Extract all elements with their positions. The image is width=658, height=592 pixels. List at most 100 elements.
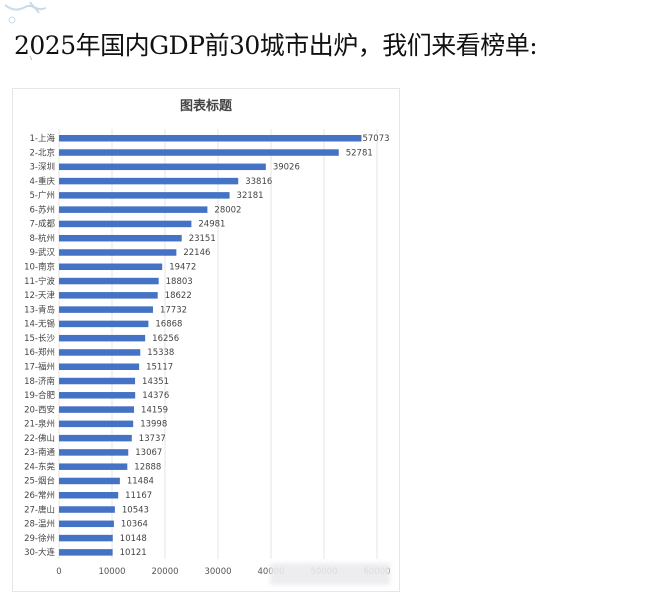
category-label: 19-合肥 <box>24 390 55 401</box>
data-label: 23151 <box>189 234 216 244</box>
data-label: 10148 <box>120 534 147 544</box>
chart-image: 图表标题01000020000300004000050000600001-上海5… <box>12 88 400 592</box>
data-label: 33816 <box>245 177 272 187</box>
category-label: 24-东莞 <box>24 461 55 472</box>
bar <box>59 534 113 542</box>
data-label: 18803 <box>166 277 193 287</box>
bar <box>59 320 149 328</box>
data-label: 19472 <box>169 263 196 273</box>
category-label: 10-南京 <box>24 262 55 273</box>
data-label: 13737 <box>139 434 166 444</box>
category-label: 16-郑州 <box>24 347 55 358</box>
bar <box>59 220 192 228</box>
bar <box>59 277 159 285</box>
bar <box>59 206 208 213</box>
bar <box>59 177 239 185</box>
data-label: 14351 <box>142 377 169 387</box>
category-label: 11-宁波 <box>24 276 55 287</box>
bar <box>59 349 141 356</box>
data-label: 14159 <box>141 405 168 415</box>
data-label: 15117 <box>146 362 173 372</box>
gdp-bar-chart: 图表标题01000020000300004000050000600001-上海5… <box>24 98 390 577</box>
category-label: 17-福州 <box>24 361 55 372</box>
bar <box>59 292 158 299</box>
bar <box>59 449 129 456</box>
bar <box>59 363 140 370</box>
bar <box>59 135 362 142</box>
headline: 2025年国内GDP前30城市出炉，我们来看榜单: <box>14 31 538 60</box>
bar <box>59 149 339 156</box>
x-tick-label: 20000 <box>151 567 178 577</box>
category-label: 4-重庆 <box>30 176 56 187</box>
category-label: 30-大连 <box>24 547 55 558</box>
category-label: 7-成都 <box>30 219 56 230</box>
data-label: 11167 <box>125 491 152 501</box>
data-label: 32181 <box>237 191 264 201</box>
category-label: 23-南通 <box>24 447 55 458</box>
data-label: 16256 <box>152 334 179 344</box>
bar <box>59 334 146 342</box>
chart-title: 图表标题 <box>180 98 233 114</box>
data-label: 11484 <box>127 477 154 487</box>
data-label: 18622 <box>165 291 192 301</box>
category-label: 21-泉州 <box>24 419 55 430</box>
data-label: 28002 <box>214 205 241 215</box>
data-label: 15338 <box>147 348 174 358</box>
data-label: 10364 <box>121 520 148 530</box>
data-label: 14376 <box>142 391 169 401</box>
x-tick-label: 10000 <box>98 567 125 577</box>
bar <box>59 492 119 499</box>
category-label: 1-上海 <box>30 133 56 144</box>
data-label: 16868 <box>155 320 182 330</box>
watermark <box>270 563 390 585</box>
data-label: 13998 <box>140 420 167 430</box>
bar <box>59 549 113 556</box>
category-label: 25-烟台 <box>24 476 55 487</box>
category-label: 13-青岛 <box>24 304 55 315</box>
category-label: 3-深圳 <box>30 162 55 173</box>
category-label: 14-无锡 <box>24 320 55 330</box>
data-label: 12888 <box>134 462 161 472</box>
category-label: 8-杭州 <box>30 233 55 244</box>
category-label: 28-温州 <box>24 519 55 530</box>
category-label: 12-天津 <box>24 290 55 301</box>
bar <box>59 234 182 242</box>
data-label: 17732 <box>160 305 187 315</box>
data-label: 10121 <box>120 548 147 558</box>
category-label: 2-北京 <box>30 147 55 158</box>
data-label: 13067 <box>135 448 162 458</box>
decorative-corner <box>4 1 47 60</box>
bar <box>59 392 136 399</box>
category-label: 20-西安 <box>24 404 55 415</box>
data-label: 57073 <box>362 134 389 144</box>
x-tick-label: 0 <box>56 567 61 577</box>
category-label: 15-长沙 <box>24 333 55 344</box>
bar <box>59 306 153 313</box>
bar <box>59 406 135 413</box>
data-label: 22146 <box>183 248 210 258</box>
bar <box>59 420 134 428</box>
data-label: 52781 <box>346 148 373 158</box>
bar <box>59 377 136 385</box>
category-label: 29-徐州 <box>24 533 55 544</box>
bar <box>59 434 132 442</box>
x-tick-label: 30000 <box>204 567 231 577</box>
bar <box>59 163 266 171</box>
bar <box>59 520 114 528</box>
category-label: 9-武汉 <box>30 247 56 258</box>
data-label: 39026 <box>273 163 300 173</box>
bar <box>59 263 163 271</box>
category-label: 18-济南 <box>24 376 55 387</box>
category-label: 26-常州 <box>24 490 55 501</box>
bar <box>59 192 230 199</box>
bar <box>59 249 177 256</box>
bar <box>59 477 120 485</box>
category-label: 6-苏州 <box>30 204 55 215</box>
bar <box>59 506 115 513</box>
category-label: 27-唐山 <box>24 504 55 515</box>
bar <box>59 463 128 470</box>
data-label: 10543 <box>122 505 149 515</box>
category-label: 5-广州 <box>30 190 55 201</box>
data-label: 24981 <box>198 220 225 230</box>
category-label: 22-佛山 <box>24 433 55 444</box>
